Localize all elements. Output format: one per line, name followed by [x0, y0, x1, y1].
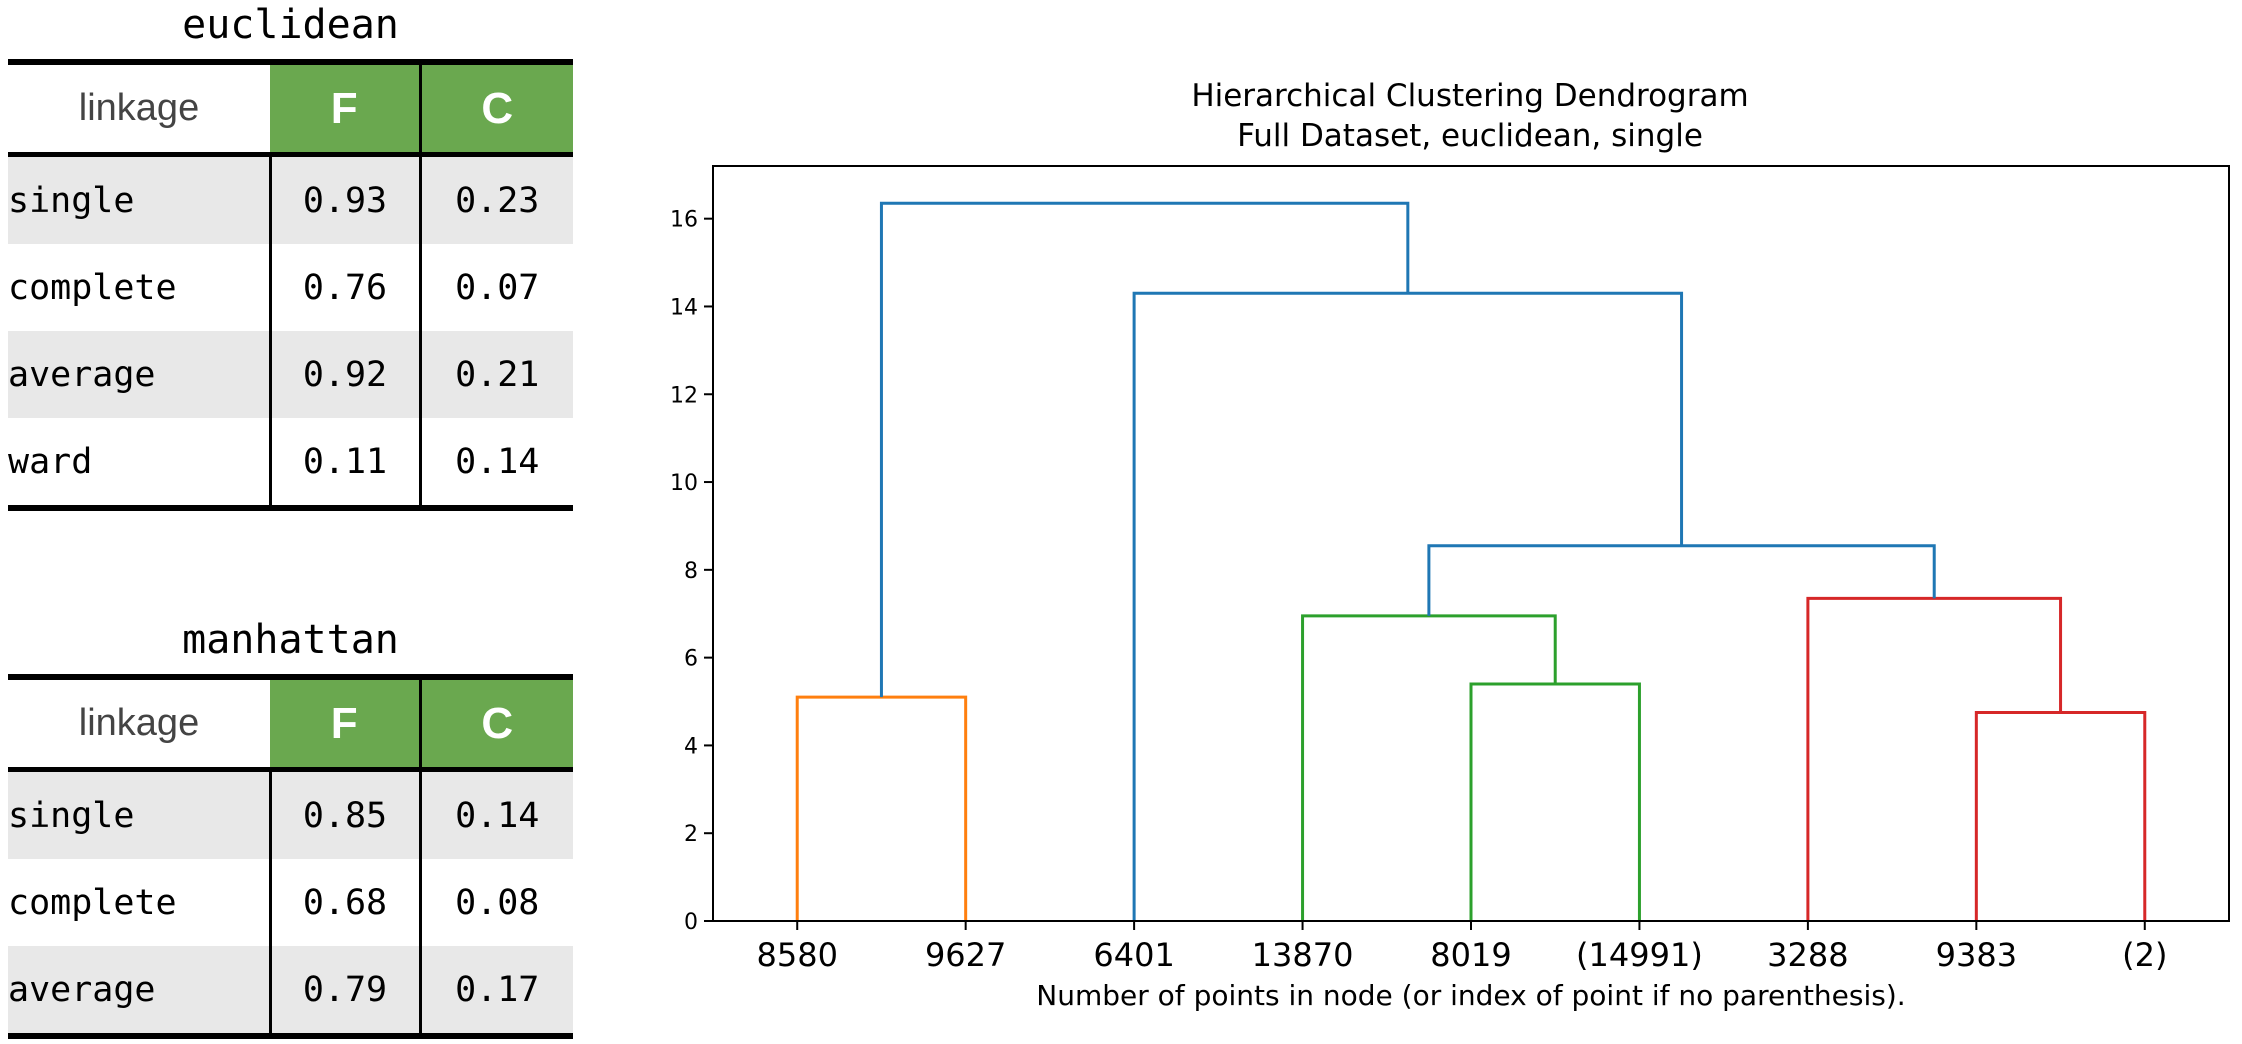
dendrogram-link	[1974, 710, 2147, 921]
euclidean-table: linkage F C single 0.93 0.23 complete 0.…	[8, 59, 573, 511]
linkage-cell: complete	[8, 882, 177, 923]
y-tick-label: 6	[684, 647, 698, 672]
table-header-row: linkage F C	[8, 62, 573, 155]
y-tick-label: 2	[684, 822, 698, 847]
dendrogram-link	[1132, 291, 1684, 921]
y-tick-label: 10	[670, 471, 698, 496]
y-tick-label: 14	[670, 295, 698, 320]
table-row: single 0.93 0.23	[8, 154, 573, 244]
linkage-cell: ward	[8, 441, 93, 482]
manhattan-table: linkage F C single 0.85 0.14 complete 0.…	[8, 674, 573, 1039]
dendrogram-links	[795, 201, 2147, 921]
f-cell: 0.68	[268, 859, 420, 946]
dendrogram-link	[1427, 544, 1936, 616]
f-cell: 0.85	[268, 769, 420, 859]
header-f: F	[270, 677, 420, 770]
x-axis-label: Number of points in node (or index of po…	[1036, 979, 1905, 1012]
linkage-cell: average	[8, 946, 270, 1036]
dendrogram-link	[1806, 596, 2063, 921]
leaf-label: (2)	[2122, 936, 2167, 974]
table-row: complete 0.76 0.07	[8, 244, 573, 331]
c-cell: 0.21	[418, 331, 573, 418]
table-row: average 0.92 0.21	[8, 331, 573, 418]
leaf-label: 8019	[1430, 936, 1511, 974]
f-cell: 0.11	[268, 418, 420, 508]
x-axis: 8580 9627 6401 13870 8019 (14991) 3288 9383 (2)	[757, 921, 2167, 974]
f-cell: 0.93	[268, 154, 420, 244]
header-f: F	[270, 62, 420, 155]
c-cell: 0.07	[418, 244, 573, 331]
table-title: euclidean	[182, 2, 399, 48]
f-cell: 0.92	[268, 331, 420, 418]
header-linkage: linkage	[8, 62, 270, 155]
c-cell: 0.08	[418, 859, 573, 946]
y-axis: 0 2 4 6 8 10 12 14 16	[670, 208, 713, 935]
c-cell: 0.23	[418, 154, 573, 244]
f-cell: 0.79	[268, 946, 420, 1036]
y-tick-label: 0	[684, 910, 698, 935]
f-cell: 0.76	[268, 244, 420, 331]
chart-title: Hierarchical Clustering Dendrogram	[1191, 78, 1748, 114]
linkage-cell: single	[8, 769, 270, 859]
table-row: average 0.79 0.17	[8, 946, 573, 1036]
leaf-label: 13870	[1252, 936, 1354, 974]
c-cell: 0.14	[418, 769, 573, 859]
table-row: single 0.85 0.14	[8, 769, 573, 859]
header-linkage: linkage	[8, 677, 270, 770]
c-cell: 0.17	[418, 946, 573, 1036]
leaf-label: (14991)	[1576, 936, 1703, 974]
plot-frame	[712, 165, 2230, 922]
y-tick-label: 8	[684, 559, 698, 584]
leaf-label: 3288	[1767, 936, 1848, 974]
table-row: ward 0.11 0.14	[8, 418, 573, 508]
y-tick-label: 4	[684, 734, 698, 759]
header-c: C	[418, 677, 573, 770]
dendrogram-chart: Hierarchical Clustering Dendrogram Full …	[670, 78, 2230, 1012]
leaf-label: 9627	[925, 936, 1006, 974]
y-tick-label: 16	[670, 208, 698, 233]
linkage-cell: single	[8, 154, 270, 244]
table-header-row: linkage F C	[8, 677, 573, 770]
dendrogram-link	[795, 695, 968, 921]
linkage-cell: complete	[8, 267, 177, 308]
table-title: manhattan	[182, 617, 399, 663]
chart-subtitle: Full Dataset, euclidean, single	[1237, 118, 1703, 154]
dendrogram-link	[1301, 614, 1557, 921]
c-cell: 0.14	[418, 418, 573, 508]
leaf-label: 6401	[1093, 936, 1174, 974]
table-row: complete 0.68 0.08	[8, 859, 573, 946]
leaf-label: 9383	[1936, 936, 2017, 974]
header-c: C	[418, 62, 573, 155]
linkage-cell: average	[8, 331, 270, 418]
y-tick-label: 12	[670, 383, 698, 408]
dendrogram-link	[1469, 682, 1641, 921]
leaf-label: 8580	[757, 936, 838, 974]
dendrogram-link	[879, 201, 1410, 698]
